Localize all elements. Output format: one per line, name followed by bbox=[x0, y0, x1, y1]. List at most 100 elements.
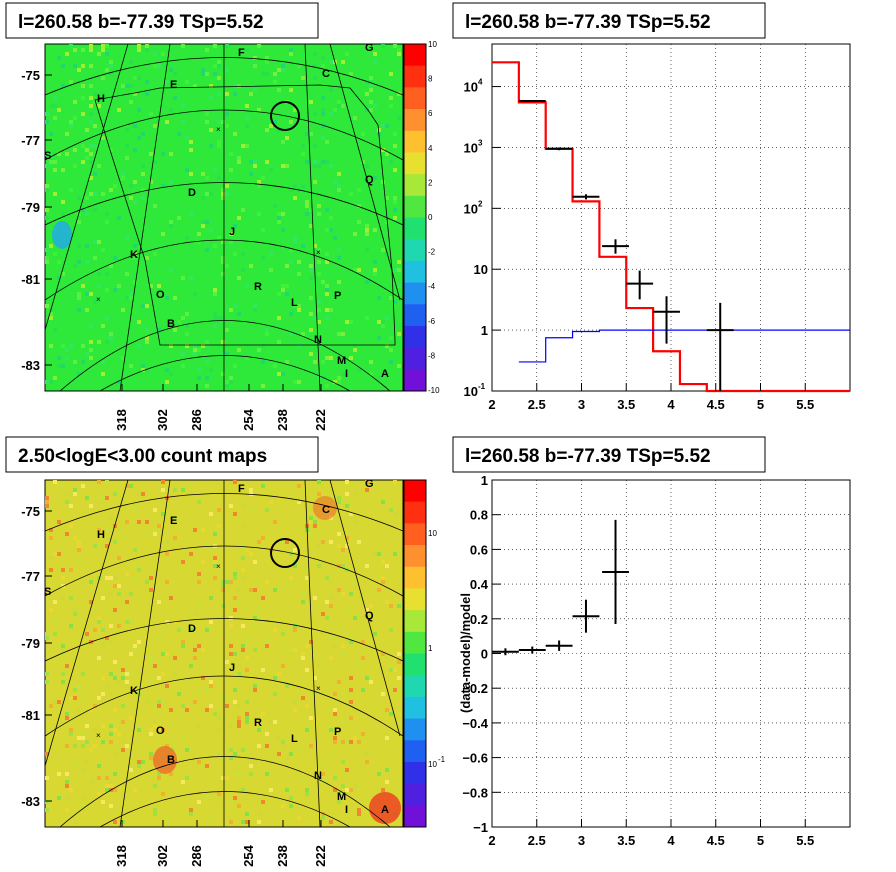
map-pixel bbox=[49, 312, 53, 316]
map-pixel bbox=[313, 112, 317, 116]
map-pixel bbox=[185, 332, 189, 336]
map-pixel bbox=[277, 212, 281, 216]
map-pixel bbox=[217, 60, 221, 64]
map-pixel bbox=[205, 344, 209, 348]
map-pixel bbox=[193, 352, 197, 356]
map-pixel bbox=[65, 796, 69, 800]
map-pixel bbox=[237, 160, 241, 164]
map-pixel bbox=[53, 152, 57, 156]
map-pixel bbox=[129, 296, 133, 300]
residual-map-pixels bbox=[45, 44, 401, 388]
map-pixel bbox=[153, 808, 157, 812]
map-pixel bbox=[357, 808, 361, 812]
map-pixel bbox=[133, 124, 137, 128]
map-pixel bbox=[365, 752, 369, 756]
source-label: O bbox=[156, 289, 165, 301]
source-x-marker: × bbox=[316, 248, 321, 257]
map-pixel bbox=[385, 124, 389, 128]
map-pixel bbox=[101, 644, 105, 648]
source-label: N bbox=[314, 334, 322, 346]
map-pixel bbox=[245, 48, 249, 52]
map-pixel bbox=[53, 104, 57, 108]
map-pixel bbox=[329, 580, 333, 584]
map-pixel bbox=[397, 688, 401, 692]
map-pixel bbox=[301, 592, 305, 596]
map-pixel bbox=[97, 544, 101, 548]
map-x-tick-label: 302 bbox=[155, 845, 170, 867]
map-pixel bbox=[249, 588, 253, 592]
map-pixel bbox=[325, 208, 329, 212]
map-pixel bbox=[241, 548, 245, 552]
map-pixel bbox=[45, 636, 49, 640]
map-pixel bbox=[181, 120, 185, 124]
map-pixel bbox=[297, 500, 301, 504]
source-label: Q bbox=[365, 174, 374, 186]
map-pixel bbox=[165, 380, 169, 384]
map-pixel bbox=[233, 652, 237, 656]
map-pixel bbox=[49, 704, 53, 708]
map-pixel bbox=[97, 340, 101, 344]
map-pixel bbox=[161, 512, 165, 516]
map-pixel bbox=[297, 308, 301, 312]
map-pixel bbox=[369, 360, 373, 364]
map-pixel bbox=[241, 644, 245, 648]
map-pixel bbox=[113, 728, 117, 732]
map-pixel bbox=[301, 144, 305, 148]
map-pixel bbox=[241, 252, 245, 256]
map-pixel bbox=[377, 552, 381, 556]
map-pixel bbox=[165, 296, 169, 300]
map-pixel bbox=[221, 192, 225, 196]
map-pixel bbox=[321, 56, 325, 60]
map-pixel bbox=[369, 680, 373, 684]
map-pixel bbox=[185, 748, 189, 752]
palette-tick-label: 8 bbox=[428, 75, 433, 84]
map-pixel bbox=[381, 500, 385, 504]
map-pixel bbox=[309, 640, 313, 644]
map-pixel bbox=[337, 544, 341, 548]
map-pixel bbox=[309, 516, 313, 520]
palette-swatch bbox=[404, 588, 426, 611]
map-pixel bbox=[153, 528, 157, 532]
palette-tick-label: 10 bbox=[428, 40, 437, 49]
map-pixel bbox=[137, 108, 141, 112]
map-pixel bbox=[373, 552, 377, 556]
map-pixel bbox=[105, 220, 109, 224]
map-pixel bbox=[145, 700, 149, 704]
map-pixel bbox=[365, 488, 369, 492]
map-pixel bbox=[369, 100, 373, 104]
map-pixel bbox=[233, 688, 237, 692]
map-pixel bbox=[317, 272, 321, 276]
map-pixel bbox=[233, 252, 237, 256]
map-pixel bbox=[245, 356, 249, 360]
map-pixel bbox=[141, 172, 145, 176]
palette-swatch bbox=[404, 566, 426, 589]
source-label: J bbox=[229, 226, 235, 238]
title-top-left: l=260.58 b=-77.39 TSp=5.52 bbox=[18, 12, 264, 33]
map-pixel bbox=[225, 112, 229, 116]
map-pixel bbox=[73, 164, 77, 168]
map-pixel bbox=[89, 708, 93, 712]
map-pixel bbox=[277, 216, 281, 220]
map-pixel bbox=[345, 536, 349, 540]
map-pixel bbox=[325, 308, 329, 312]
map-pixel bbox=[293, 380, 297, 384]
map-pixel bbox=[317, 480, 321, 484]
map-pixel bbox=[301, 184, 305, 188]
palette-tick-label: -8 bbox=[428, 351, 436, 360]
map-pixel bbox=[221, 120, 225, 124]
map-pixel bbox=[349, 676, 353, 680]
map-pixel bbox=[177, 320, 181, 324]
source-label: H bbox=[97, 529, 105, 541]
map-x-tick-label: 286 bbox=[189, 845, 204, 867]
map-pixel bbox=[77, 616, 81, 620]
map-pixel bbox=[53, 376, 57, 380]
map-pixel bbox=[145, 48, 149, 52]
map-pixel bbox=[161, 792, 165, 796]
map-pixel bbox=[57, 484, 61, 488]
map-pixel bbox=[145, 44, 149, 48]
map-pixel bbox=[133, 76, 137, 80]
map-pixel bbox=[289, 120, 293, 124]
map-pixel bbox=[213, 556, 217, 560]
map-pixel bbox=[333, 740, 337, 744]
